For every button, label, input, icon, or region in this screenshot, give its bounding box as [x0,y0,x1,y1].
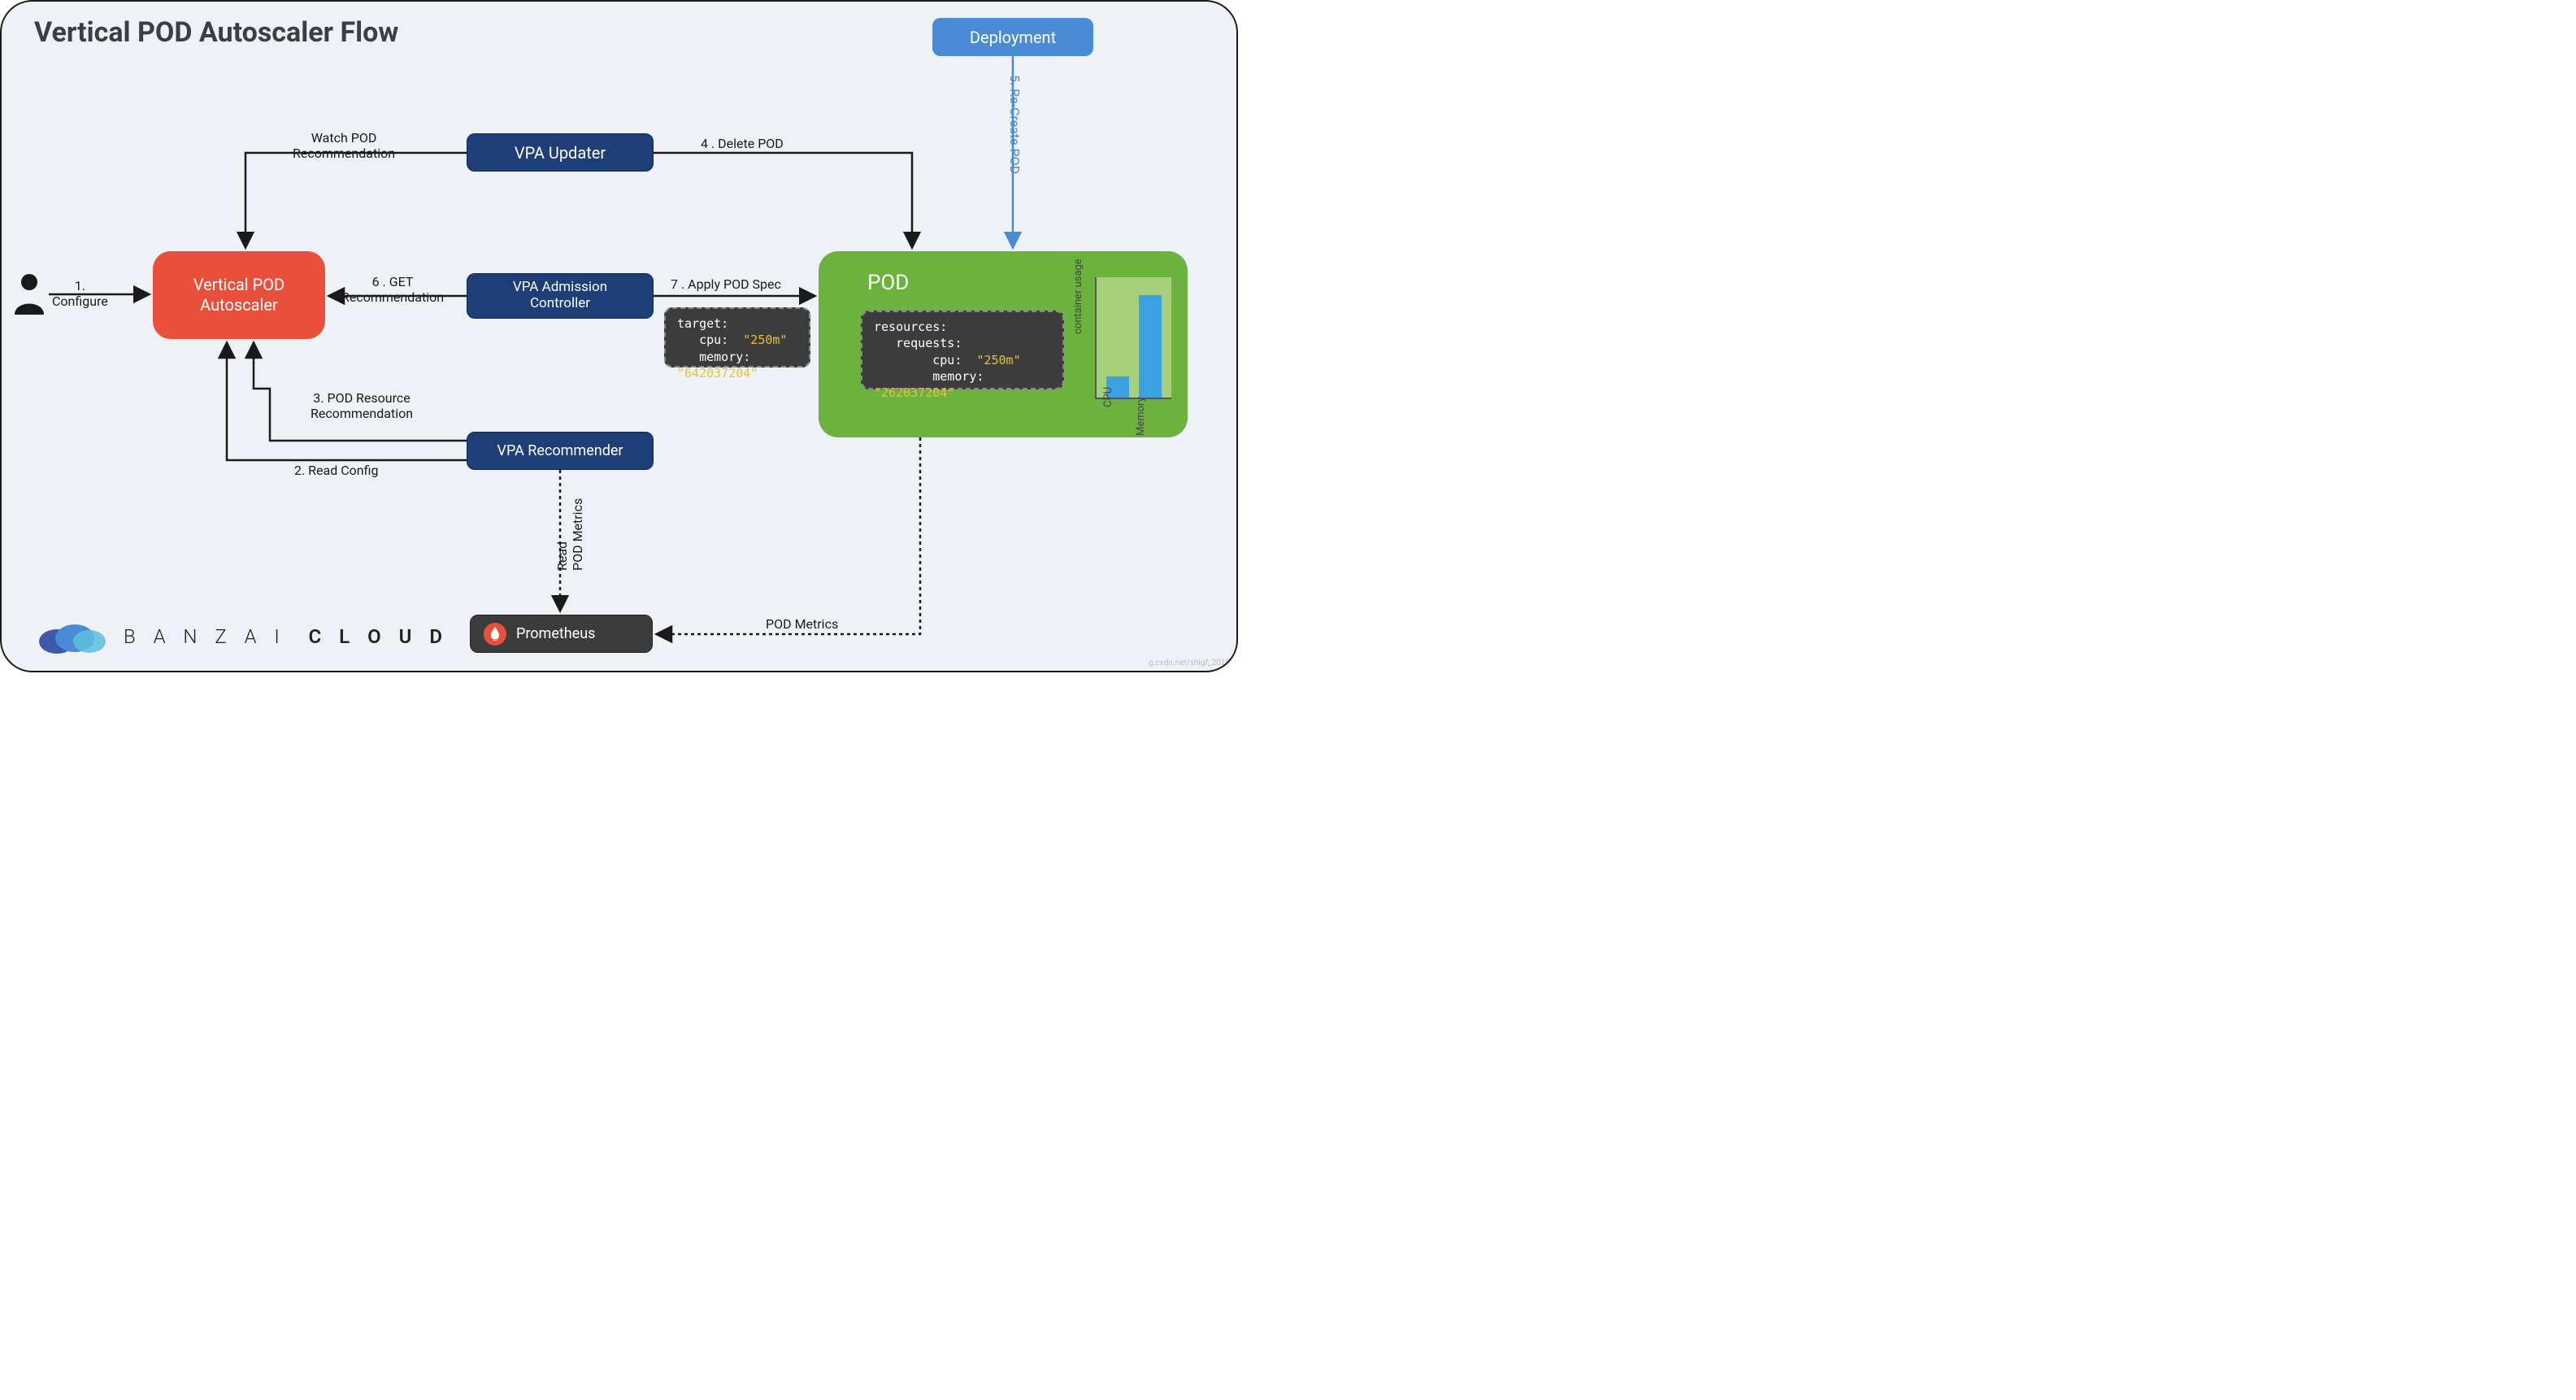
chart-x-label-cpu: CPU [1102,387,1114,407]
vpa-admission-node: VPA Admission Controller [467,273,654,319]
yaml-line: target: [677,316,728,331]
banzai-cloud-logo: B A N Z A I C L O U D [34,619,449,654]
chart-bar-memory [1139,295,1162,398]
logo-brand-a: B A N Z A I [124,625,286,648]
chart-y-axis-label: container usage [1072,259,1084,334]
vpa-admission-label: VPA Admission Controller [513,280,607,311]
label-read-metrics: Read POD Metrics [554,498,585,571]
label-pod-metrics: POD Metrics [766,616,838,632]
yaml-line: cpu: [699,333,728,347]
yaml-line: cpu: [932,353,962,367]
cloud-icon [34,619,107,654]
deployment-label: Deployment [970,28,1056,47]
prometheus-node: Prometheus [470,615,653,653]
yaml-line: requests: [896,336,962,350]
diagram-title: Vertical POD Autoscaler Flow [34,16,398,49]
deployment-node: Deployment [932,18,1093,56]
vpa-updater-node: VPA Updater [467,133,654,172]
prometheus-label: Prometheus [516,625,595,642]
chart-x-label-memory: Memory [1135,397,1147,436]
vpa-recommender-label: VPA Recommender [497,442,623,459]
label-apply-spec: 7 . Apply POD Spec [671,276,781,292]
yaml-value: "250m" [743,333,787,347]
resources-yaml-box: resources: requests: cpu: "250m" memory:… [861,311,1064,389]
label-pod-resource: 3. POD Resource Recommendation [311,390,413,421]
edge-pod-metrics [656,437,920,634]
flame-icon [484,623,506,646]
usage-chart: container usage CPU Memory [1072,277,1171,424]
edge-watch [245,153,467,248]
label-read-config: 2. Read Config [294,463,378,478]
vpa-node: Vertical POD Autoscaler [153,251,325,339]
diagram-canvas: Vertical POD Autoscaler Flow Vertical PO… [0,0,1238,672]
pod-title: POD [867,271,909,295]
vpa-label: Vertical POD Autoscaler [193,275,285,315]
vpa-recommender-node: VPA Recommender [467,432,654,470]
yaml-line: resources: [874,320,947,334]
watermark: g.csdn.net/shigf_2015 [1149,659,1230,667]
yaml-value: "250m" [976,353,1020,367]
logo-brand-b: C L O U D [308,625,448,648]
label-delete-pod: 4 . Delete POD [701,136,784,151]
edge-delete-pod [654,153,912,248]
yaml-value: "642037204" [677,366,758,380]
logo-text: B A N Z A I C L O U D [124,625,449,648]
yaml-value: "262037204" [874,385,954,400]
label-get-rec: 6 . GET Recommendation [341,274,444,305]
yaml-line: memory: [699,350,750,364]
label-watch: Watch POD Recommendation [293,130,395,161]
chart-plot-area [1095,277,1171,399]
vpa-updater-label: VPA Updater [515,143,606,163]
label-configure: 1. Configure [52,278,108,309]
user-icon [11,272,47,318]
yaml-line: memory: [932,369,984,384]
target-yaml-box: target: cpu: "250m" memory: "642037204" [664,307,810,367]
label-recreate: 5. Re-Create POD [1007,75,1023,174]
